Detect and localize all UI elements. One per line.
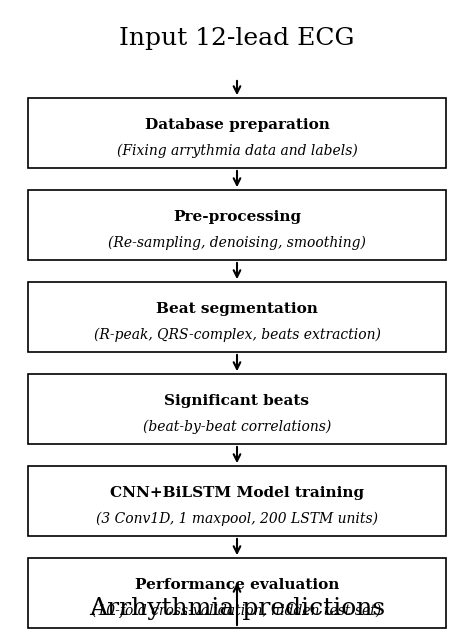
Text: Performance evaluation: Performance evaluation bbox=[135, 577, 339, 591]
Text: CNN+BiLSTM Model training: CNN+BiLSTM Model training bbox=[110, 486, 364, 500]
Bar bbox=[28, 374, 446, 444]
Bar bbox=[28, 282, 446, 352]
Text: (beat-by-beat correlations): (beat-by-beat correlations) bbox=[143, 419, 331, 434]
Text: Significant beats: Significant beats bbox=[164, 394, 310, 408]
Text: Database preparation: Database preparation bbox=[145, 117, 329, 131]
Bar bbox=[28, 98, 446, 168]
Text: Beat segmentation: Beat segmentation bbox=[156, 302, 318, 316]
Bar bbox=[28, 466, 446, 536]
Text: (3 Conv1D, 1 maxpool, 200 LSTM units): (3 Conv1D, 1 maxpool, 200 LSTM units) bbox=[96, 511, 378, 526]
Text: Arrhythmia predictions: Arrhythmia predictions bbox=[89, 597, 385, 619]
Text: (R-peak, QRS-complex, beats extraction): (R-peak, QRS-complex, beats extraction) bbox=[93, 327, 381, 342]
Bar bbox=[28, 558, 446, 628]
Bar bbox=[28, 190, 446, 260]
Text: Pre-processing: Pre-processing bbox=[173, 210, 301, 223]
Text: (10-fold cross-validation, hidden test set): (10-fold cross-validation, hidden test s… bbox=[92, 604, 382, 618]
Text: Input 12-lead ECG: Input 12-lead ECG bbox=[119, 27, 355, 50]
Text: (Fixing arrythmia data and labels): (Fixing arrythmia data and labels) bbox=[117, 144, 357, 158]
Text: (Re-sampling, denoising, smoothing): (Re-sampling, denoising, smoothing) bbox=[108, 235, 366, 249]
